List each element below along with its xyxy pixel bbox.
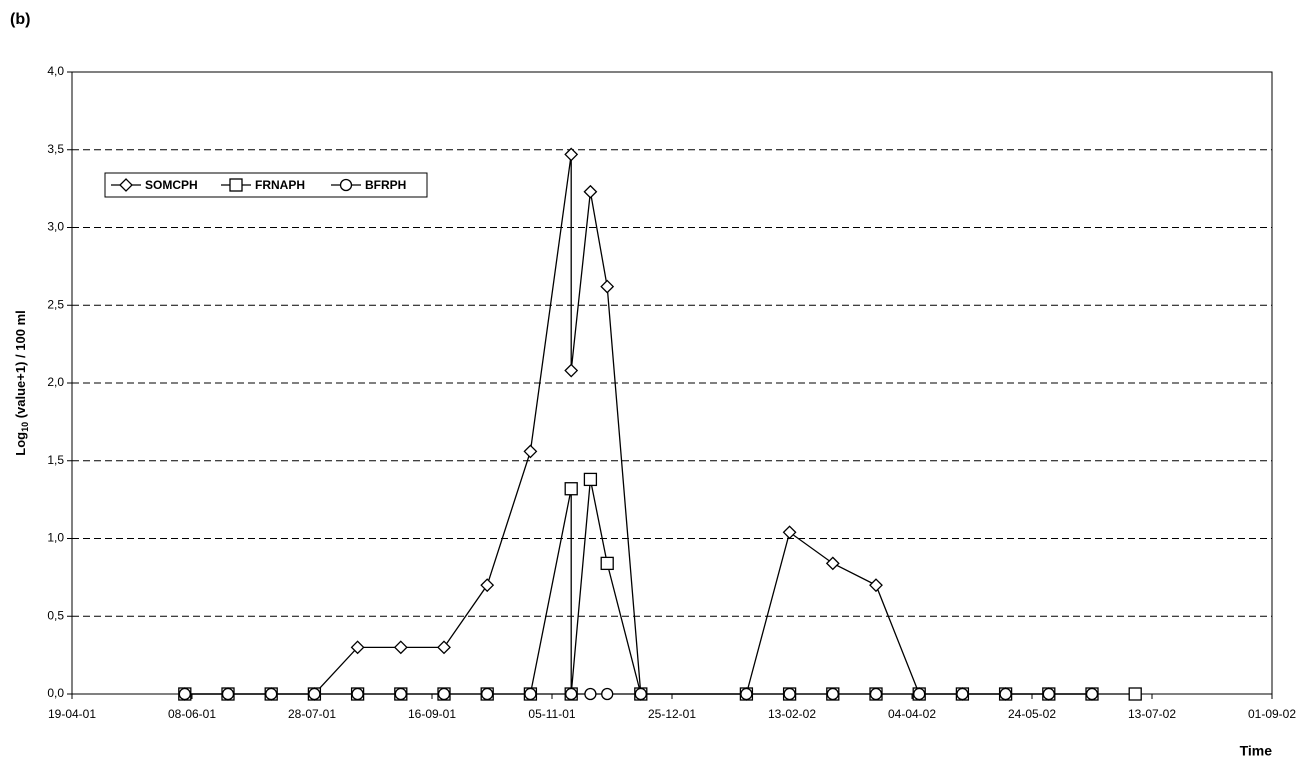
marker xyxy=(178,687,191,701)
y-tick-label: 0,5 xyxy=(47,608,64,622)
marker xyxy=(394,687,407,701)
x-tick-label: 28-07-01 xyxy=(288,707,336,721)
y-tick-label: 3,5 xyxy=(47,142,64,156)
panel-label: (b) xyxy=(10,11,30,28)
marker xyxy=(481,687,494,701)
marker xyxy=(229,178,243,192)
marker xyxy=(437,687,451,701)
marker xyxy=(308,687,321,701)
marker xyxy=(825,556,840,571)
x-tick-label: 13-07-02 xyxy=(1128,707,1176,721)
marker xyxy=(783,687,796,701)
series-line xyxy=(184,479,1136,695)
marker xyxy=(564,482,578,496)
marker xyxy=(339,178,353,192)
marker xyxy=(869,687,883,701)
marker xyxy=(564,147,579,162)
marker xyxy=(351,687,364,701)
x-tick-label: 25-12-01 xyxy=(648,707,696,721)
marker xyxy=(740,687,753,701)
marker xyxy=(782,525,797,540)
series-line xyxy=(184,154,1092,695)
y-label-part: Log xyxy=(13,432,28,456)
marker xyxy=(826,687,839,701)
marker xyxy=(524,687,537,701)
x-axis-label: Time xyxy=(1240,743,1273,759)
y-label-part: (value+1) / 100 ml xyxy=(13,310,28,422)
y-axis-label: Log10 (value+1) / 100 ml xyxy=(13,310,30,456)
marker xyxy=(999,687,1012,701)
marker xyxy=(350,640,365,655)
y-tick-label: 1,0 xyxy=(47,531,64,545)
x-tick-label: 19-04-01 xyxy=(48,707,96,721)
legend-label: FRNAPH xyxy=(255,178,305,192)
legend-label: SOMCPH xyxy=(145,178,198,192)
y-tick-label: 2,0 xyxy=(47,375,64,389)
x-tick-label: 16-09-01 xyxy=(408,707,456,721)
x-tick-label: 13-02-02 xyxy=(768,707,816,721)
x-tick-label: 04-04-02 xyxy=(888,707,936,721)
x-tick-label: 08-06-01 xyxy=(168,707,216,721)
x-tick-label: 01-09-02 xyxy=(1248,707,1296,721)
marker xyxy=(601,687,614,701)
x-tick-label: 24-05-02 xyxy=(1008,707,1056,721)
x-tick-label: 05-11-01 xyxy=(528,707,575,721)
marker xyxy=(1085,687,1099,701)
marker xyxy=(583,184,598,199)
marker xyxy=(564,363,579,378)
marker xyxy=(869,578,883,593)
marker xyxy=(480,578,495,593)
marker xyxy=(119,178,133,192)
marker xyxy=(565,687,578,701)
legend-box xyxy=(104,172,428,198)
marker xyxy=(523,444,538,459)
marker xyxy=(600,556,614,571)
marker xyxy=(913,687,926,701)
marker xyxy=(600,279,615,294)
marker xyxy=(1042,687,1055,701)
y-tick-label: 0,0 xyxy=(47,686,64,700)
marker xyxy=(437,640,451,655)
marker xyxy=(956,687,969,701)
y-tick-label: 1,5 xyxy=(47,453,64,467)
marker xyxy=(393,640,408,655)
y-tick-label: 3,0 xyxy=(47,220,64,234)
marker xyxy=(221,687,235,701)
y-tick-label: 4,0 xyxy=(47,64,64,78)
marker xyxy=(584,687,597,701)
y-label-subscript: 10 xyxy=(20,422,30,432)
y-tick-label: 2,5 xyxy=(47,297,64,311)
marker xyxy=(1128,687,1142,701)
marker xyxy=(265,687,278,701)
marker xyxy=(634,687,647,701)
marker xyxy=(583,472,598,487)
legend-label: BFRPH xyxy=(365,178,406,192)
